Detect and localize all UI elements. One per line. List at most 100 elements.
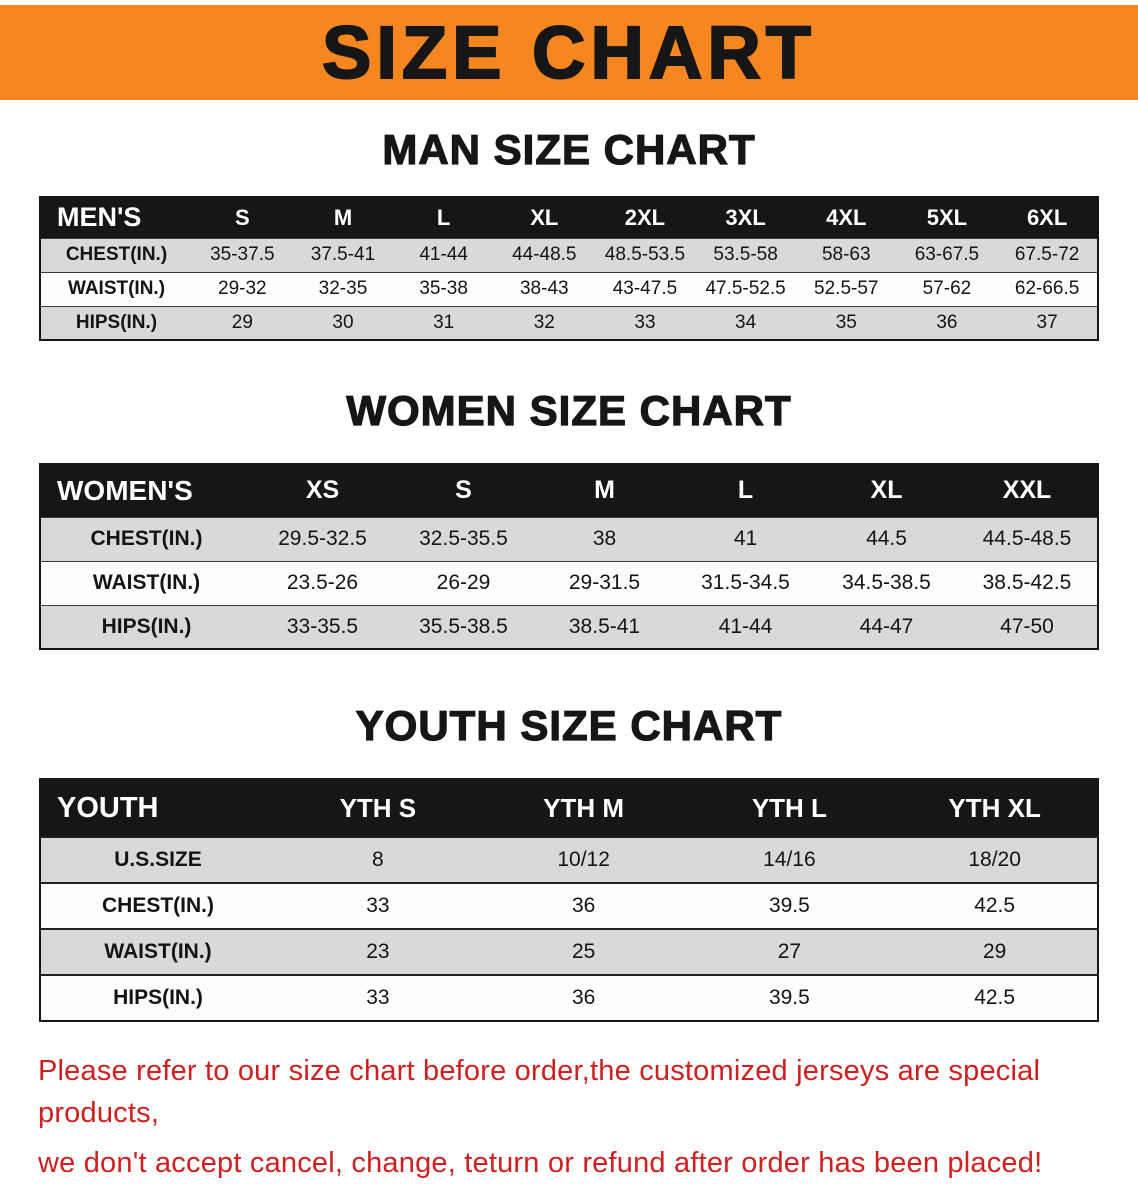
youth-size-section: YOUTH SIZE CHART YOUTH YTH S YTH M YTH L YTH… (0, 701, 1138, 1022)
men-section-heading: MAN SIZE CHART (382, 125, 756, 173)
value-cell: 38.5-41 (568, 614, 641, 638)
value-cell: 38 (592, 527, 617, 550)
youth-section-heading: YOUTH SIZE CHART (355, 701, 783, 749)
row-label-cell: HIPS(IN.) (101, 614, 192, 638)
size-header-cell: 5XL (926, 204, 968, 230)
size-header-cell: S (234, 204, 250, 230)
value-cell: 39.5 (768, 894, 810, 917)
size-header-cell: YTH S (339, 792, 417, 823)
size-header-cell: M (333, 204, 353, 230)
value-cell: 67.5-72 (1014, 244, 1080, 265)
size-header-cell: 4XL (826, 204, 867, 230)
value-cell: 32-35 (318, 278, 368, 299)
value-cell: 35-38 (419, 278, 468, 299)
size-header-cell: L (737, 476, 754, 505)
disclaimer-line-2: we don't accept cancel, change, teturn o… (38, 1147, 1043, 1180)
value-cell: 36 (571, 894, 596, 917)
value-cell: 63-67.5 (914, 244, 980, 265)
value-cell: 31.5-34.5 (701, 571, 790, 594)
value-cell: 39.5 (768, 986, 810, 1009)
size-header-cell: 3XL (725, 204, 766, 230)
value-cell: 33 (366, 986, 390, 1009)
size-header-cell: YTH L (751, 792, 827, 823)
table-row: CHEST(IN.) 35-37.5 37.5-41 41-44 44-48.5 48.5… (40, 238, 1098, 272)
size-header-cell: XL (530, 204, 559, 230)
men-size-table: MEN'S S M L XL 2XL 3XL 4XL 5XL 6XL CHEST(IN.) 35-37… (39, 196, 1099, 341)
value-cell: 34 (735, 311, 757, 333)
value-cell: 37 (1036, 311, 1058, 333)
table-title-cell: MEN'S (57, 202, 142, 233)
size-header-cell: M (594, 476, 615, 505)
table-header-row: WOMEN'S XS S M L XL XXL (40, 464, 1098, 517)
value-cell: 32.5-35.5 (419, 527, 508, 550)
size-header-cell: L (436, 204, 451, 230)
value-cell: 58-63 (821, 244, 871, 265)
table-row: HIPS(IN.) 29 30 31 32 33 34 35 36 37 (40, 306, 1098, 340)
value-cell: 33 (634, 311, 656, 333)
row-label-cell: WAIST(IN.) (104, 940, 212, 963)
table-row: HIPS(IN.) 33-35.5 35.5-38.5 38.5-41 41-44 44-… (40, 605, 1098, 649)
value-cell: 42.5 (974, 986, 1016, 1009)
value-cell: 44-48.5 (512, 244, 577, 265)
value-cell: 32 (533, 311, 555, 333)
table-title-cell: WOMEN'S (57, 474, 193, 506)
size-chart-banner: SIZE CHART (0, 5, 1138, 100)
value-cell: 41 (733, 527, 758, 550)
value-cell: 10/12 (557, 848, 610, 871)
value-cell: 18/20 (968, 848, 1021, 871)
value-cell: 53.5-58 (713, 244, 778, 265)
value-cell: 31 (433, 311, 455, 333)
value-cell: 29.5-32.5 (278, 527, 367, 550)
row-label-cell: CHEST(IN.) (65, 244, 168, 265)
table-row: HIPS(IN.) 33 36 39.5 42.5 (40, 975, 1098, 1021)
value-cell: 48.5-53.5 (604, 244, 686, 265)
women-size-table: WOMEN'S XS S M L XL XXL CHEST(IN.) 29.5-32.5 32.5… (39, 463, 1099, 650)
value-cell: 35.5-38.5 (419, 614, 508, 638)
value-cell: 29 (231, 311, 253, 333)
value-cell: 29-31.5 (568, 571, 641, 594)
disclaimer-line-1: Please refer to our size chart before or… (38, 1055, 1041, 1130)
size-header-cell: YTH M (543, 792, 625, 823)
table-row: WAIST(IN.) 29-32 32-35 35-38 38-43 43-47.5 47.… (40, 272, 1098, 306)
size-header-cell: 2XL (624, 204, 666, 230)
value-cell: 29-32 (218, 278, 267, 299)
value-cell: 23.5-26 (286, 571, 359, 594)
value-cell: 43-47.5 (612, 278, 678, 299)
value-cell: 30 (332, 311, 354, 333)
value-cell: 44.5 (866, 527, 907, 550)
table-row: WAIST(IN.) 23.5-26 26-29 29-31.5 31.5-34.5 34… (40, 561, 1098, 605)
row-label-cell: U.S.SIZE (114, 848, 202, 871)
value-cell: 52.5-57 (814, 278, 879, 299)
size-header-cell: XXL (1002, 476, 1052, 505)
table-title-cell: YOUTH (57, 791, 159, 824)
value-cell: 8 (372, 848, 384, 871)
row-label-cell: WAIST(IN.) (92, 571, 201, 594)
row-label-cell: CHEST(IN.) (90, 527, 203, 550)
value-cell: 37.5-41 (310, 244, 376, 265)
women-section-heading: WOMEN SIZE CHART (346, 386, 792, 434)
value-cell: 36 (936, 311, 958, 333)
size-header-cell: XS (305, 476, 340, 505)
value-cell: 26-29 (436, 571, 491, 594)
row-label-cell: HIPS(IN.) (75, 311, 158, 333)
value-cell: 38-43 (519, 278, 569, 299)
value-cell: 47-50 (1000, 614, 1054, 638)
value-cell: 29 (982, 940, 1007, 963)
value-cell: 35 (835, 311, 857, 333)
value-cell: 27 (777, 940, 802, 963)
table-row: WAIST(IN.) 23 25 27 29 (40, 929, 1098, 975)
men-size-section: MAN SIZE CHART MEN'S S M L XL 2XL 3XL 4XL 5XL 6XL… (0, 125, 1138, 341)
value-cell: 57-62 (922, 278, 972, 299)
row-label-cell: HIPS(IN.) (113, 986, 203, 1009)
value-cell: 41-44 (718, 614, 773, 638)
value-cell: 33-35.5 (286, 614, 359, 638)
value-cell: 41-44 (419, 244, 468, 265)
row-label-cell: CHEST(IN.) (102, 894, 214, 917)
value-cell: 14/16 (763, 848, 816, 871)
size-header-cell: YTH XL (948, 792, 1041, 823)
row-label-cell: WAIST(IN.) (67, 278, 166, 299)
table-row: CHEST(IN.) 29.5-32.5 32.5-35.5 38 41 44.5 44.5… (40, 517, 1098, 561)
table-header-row: YOUTH YTH S YTH M YTH L YTH XL (40, 779, 1098, 837)
size-header-cell: XL (870, 476, 903, 505)
value-cell: 44-47 (859, 614, 914, 638)
